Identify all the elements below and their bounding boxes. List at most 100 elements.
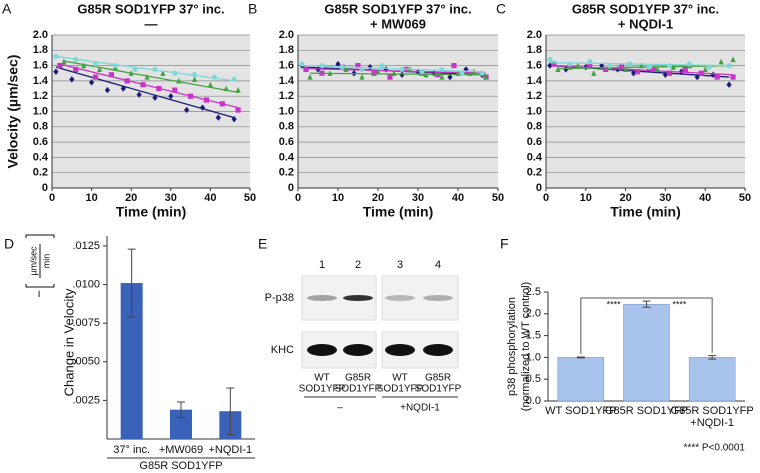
- data-point: [235, 107, 241, 113]
- x-tick-label: 10: [332, 192, 344, 204]
- data-point: [702, 66, 708, 73]
- lane-number: 1: [319, 259, 325, 271]
- group-label: –: [337, 403, 343, 414]
- panel-label: F: [500, 236, 509, 252]
- x-tick-label: 30: [659, 192, 671, 204]
- significance-bracket: [646, 297, 713, 353]
- y-tick-label: 1.8: [33, 44, 48, 56]
- x-tick-label: 30: [412, 192, 424, 204]
- error-bar: [127, 248, 136, 318]
- data-point: [399, 71, 405, 78]
- x-tick-label: 10: [85, 192, 97, 204]
- note: **** P<0.0001: [684, 443, 746, 454]
- data-point: [207, 81, 213, 88]
- x-tick-label: 0: [49, 192, 55, 204]
- y-tick-label: 0.5: [526, 373, 541, 385]
- x-tick-label: 40: [204, 192, 216, 204]
- data-point: [547, 56, 553, 63]
- data-point: [587, 63, 593, 69]
- data-point: [235, 86, 241, 93]
- data-point: [108, 72, 114, 78]
- bar: [557, 357, 605, 402]
- error-bar: [576, 356, 585, 359]
- data-point: [387, 74, 393, 80]
- data-point: [160, 70, 166, 76]
- y-tick-label: 0.2: [279, 167, 294, 179]
- data-point: [603, 66, 609, 73]
- y-axis-label: (normalized to WT control): [520, 282, 532, 411]
- data-point: [104, 86, 111, 94]
- x-axis-label: Time (min): [363, 204, 434, 220]
- y-tick-label: 0.6: [279, 136, 294, 148]
- x-tick-label: 20: [125, 192, 137, 204]
- trend-line: [549, 61, 730, 67]
- trend-line: [305, 68, 487, 74]
- data-point: [379, 63, 385, 69]
- blot-band: [343, 344, 373, 356]
- trend-line: [553, 64, 734, 76]
- lane-label: WT: [392, 373, 408, 384]
- panel-label: A: [2, 1, 12, 17]
- data-point: [646, 64, 653, 70]
- y-tick-label: 1.6: [33, 60, 48, 72]
- blot-band: [385, 344, 415, 356]
- data-point: [666, 63, 672, 69]
- data-point: [551, 61, 557, 67]
- chart-title: G85R SOD1YFP 37° inc.: [77, 1, 224, 16]
- y-tick-label: 0.2: [527, 167, 542, 179]
- y-tick-label: 2.5: [526, 286, 541, 298]
- y-unit-sign: −: [31, 290, 46, 298]
- y-axis-label: Velocity (µm/sec): [5, 55, 21, 169]
- data-point: [686, 61, 692, 67]
- bar: [688, 357, 736, 402]
- x-tick-label: 50: [244, 192, 256, 204]
- x-tick-label: 20: [619, 192, 631, 204]
- lane-label: G85R: [425, 373, 451, 384]
- lane-number: 2: [355, 259, 361, 271]
- lane-label: SOD1YFP: [299, 384, 346, 395]
- data-point: [303, 66, 309, 73]
- y-tick-label: 1.6: [279, 60, 294, 72]
- blot-band: [423, 344, 453, 356]
- x-tick-label: G85R SOD1YFP: [671, 405, 754, 417]
- data-point: [367, 63, 373, 71]
- data-point: [730, 56, 736, 63]
- y-tick-label: 1.2: [279, 90, 294, 102]
- x-tick-label: 0: [543, 192, 549, 204]
- y-unit-top: µm/sec: [28, 246, 38, 276]
- y-tick-label: 0.4: [33, 151, 49, 163]
- lane-number: 4: [435, 259, 441, 271]
- y-tick-label: 0: [42, 182, 48, 194]
- y-tick-label: 1.0: [33, 105, 48, 117]
- x-tick-label: 40: [699, 192, 711, 204]
- data-point: [215, 114, 221, 121]
- chart-title: G85R SOD1YFP 37° inc.: [572, 1, 719, 16]
- y-tick-label: 1.5: [526, 330, 541, 342]
- x-tick-label: WT SOD1YFP: [545, 405, 616, 417]
- y-tick-label: 0.8: [279, 121, 294, 133]
- y-tick-label: 1.6: [527, 60, 542, 72]
- panel-label: C: [496, 1, 506, 17]
- data-point: [307, 73, 313, 80]
- bracket: [25, 234, 55, 288]
- data-point: [634, 69, 641, 75]
- y-tick-label: 0.6: [527, 136, 542, 148]
- y-tick-label: 0.6: [33, 136, 48, 148]
- bar: [120, 283, 143, 439]
- data-point: [92, 61, 99, 67]
- error-bar: [642, 300, 651, 308]
- x-tick-label: +NQDI-1: [690, 417, 734, 429]
- data-point: [591, 70, 597, 76]
- panel-label: E: [258, 236, 267, 252]
- y-tick-label: 2.0: [33, 29, 48, 41]
- x-tick-label: 37° inc.: [113, 444, 150, 456]
- data-point: [567, 64, 573, 70]
- data-point: [459, 70, 465, 76]
- x-tick-label: 10: [580, 192, 592, 204]
- y-tick-label: .0075: [72, 317, 100, 329]
- data-point: [96, 66, 103, 73]
- data-point: [483, 73, 489, 80]
- data-point: [439, 66, 445, 73]
- chart-subtitle: + NQDI-1: [618, 16, 673, 31]
- y-tick-label: 1.2: [33, 90, 48, 102]
